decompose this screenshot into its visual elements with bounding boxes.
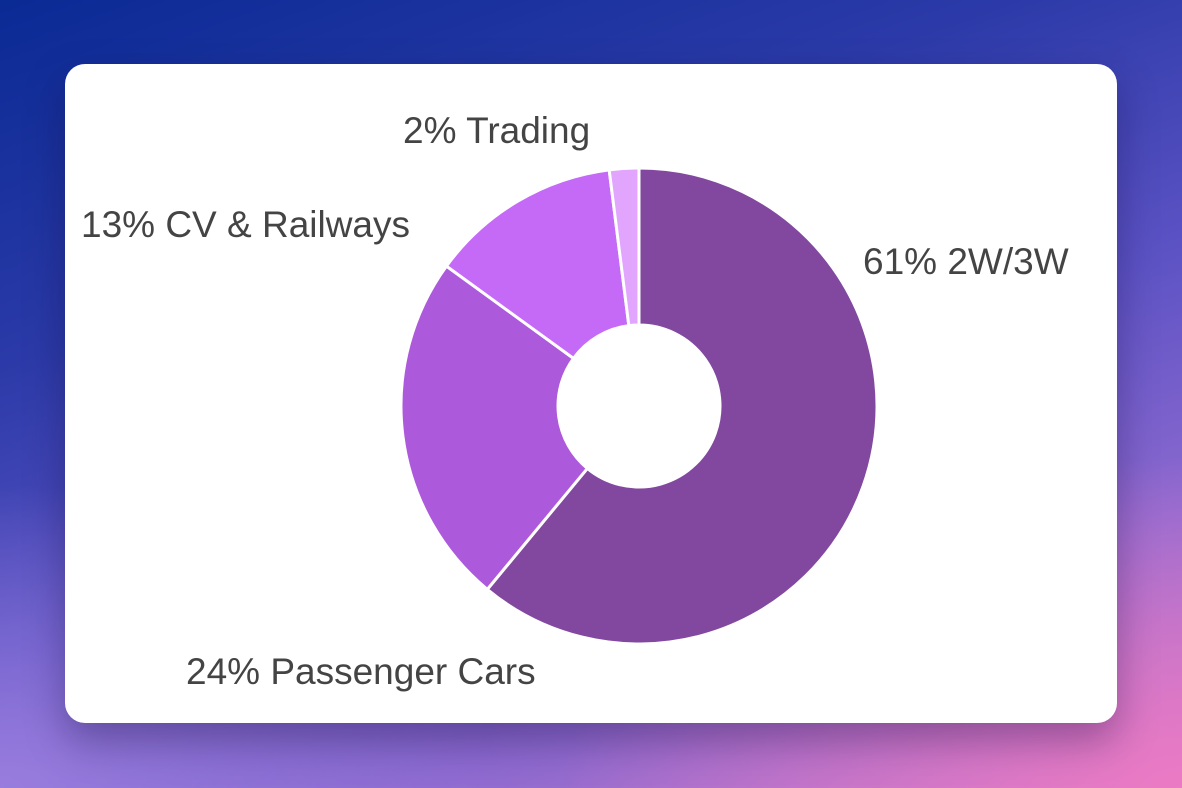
chart-card: 61% 2W/3W 24% Passenger Cars 13% CV & Ra… [65,64,1117,723]
donut-chart: 61% 2W/3W 24% Passenger Cars 13% CV & Ra… [81,110,1069,692]
slice-trading [607,166,641,328]
slice-passenger-cars [399,264,589,591]
slice-label-2w3w: 61% 2W/3W [863,241,1069,282]
slice-label-trading: 2% Trading [403,110,590,151]
slice-label-cv-railways: 13% CV & Railways [81,204,410,245]
slice-2w3w [485,166,879,646]
slice-label-passenger-cars: 24% Passenger Cars [186,651,536,692]
donut-slices [399,166,879,646]
slice-cv-railways [444,168,631,360]
slice-labels: 61% 2W/3W 24% Passenger Cars 13% CV & Ra… [81,110,1069,692]
